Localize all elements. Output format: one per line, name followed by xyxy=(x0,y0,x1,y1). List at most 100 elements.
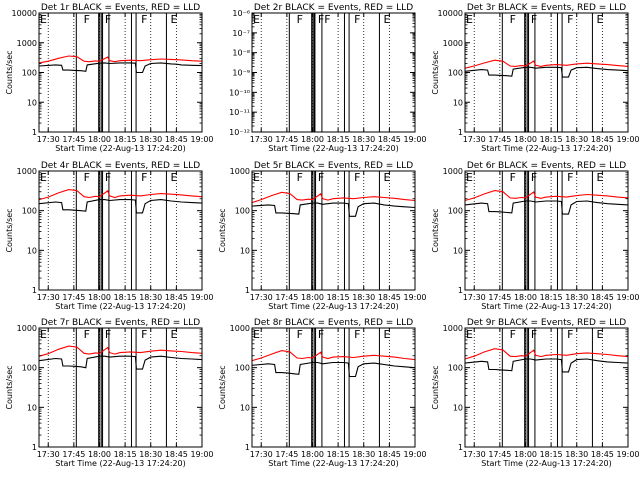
y-tick-label: 10⁻¹⁰ xyxy=(229,88,250,97)
x-tick-label: 19:00 xyxy=(190,293,213,302)
plot-frame xyxy=(38,170,203,291)
x-tick-label: 18:15 xyxy=(540,293,563,302)
x-tick-label: 17:30 xyxy=(463,450,486,459)
event-marker-label: E xyxy=(253,328,260,341)
x-tick-label: 18:15 xyxy=(540,135,563,144)
x-tick-label: 18:30 xyxy=(565,293,588,302)
event-marker-label: F xyxy=(105,171,111,184)
event-marker-label: E xyxy=(466,328,473,341)
chart-panel: Det 4r BLACK = Events, RED = LLD 17:30 17:… xyxy=(5,161,214,311)
y-axis-label: Counts/sec xyxy=(5,50,14,94)
y-tick-label: 1 xyxy=(458,286,463,295)
event-marker-label: E xyxy=(384,13,391,26)
plot-frame xyxy=(464,327,629,448)
chart-title: Det 9r BLACK = Events, RED = LLD xyxy=(467,318,626,328)
event-marker-label: F xyxy=(567,13,573,26)
x-axis-label: Start Time (22-Aug-13 17:24:20) xyxy=(55,144,186,153)
x-tick-label: 17:30 xyxy=(37,135,60,144)
x-axis-label: Start Time (22-Aug-13 17:24:20) xyxy=(55,302,186,311)
event-marker-label: E xyxy=(466,171,473,184)
chart-title: Det 8r BLACK = Events, RED = LLD xyxy=(254,318,413,328)
x-tick-label: 17:45 xyxy=(488,135,511,144)
event-marker-label: E xyxy=(597,13,604,26)
x-tick-label: 18:45 xyxy=(165,293,188,302)
plot-frame xyxy=(38,12,203,133)
lld-series-line xyxy=(464,348,629,360)
x-tick-label: 18:45 xyxy=(378,135,401,144)
x-tick-label: 18:00 xyxy=(514,293,537,302)
x-tick-label: 18:45 xyxy=(591,293,614,302)
plot-frame xyxy=(251,170,416,291)
x-tick-label: 19:00 xyxy=(403,293,426,302)
y-tick-label: 1 xyxy=(458,128,463,137)
y-tick-label: 10⁻¹² xyxy=(229,128,250,137)
x-tick-label: 17:30 xyxy=(250,450,273,459)
x-tick-label: 19:00 xyxy=(616,293,639,302)
chart-title: Det 1r BLACK = Events, RED = LLD xyxy=(41,3,200,13)
y-tick-label: 100 xyxy=(448,207,463,216)
y-tick-label: 1000 xyxy=(230,167,250,176)
chart-panel: Det 5r BLACK = Events, RED = LLD 17:30 17:… xyxy=(218,161,427,311)
plot-frame xyxy=(464,170,629,291)
event-marker-label: F xyxy=(105,328,111,341)
y-axis-label: Counts/sec xyxy=(431,365,440,409)
event-marker-label: E xyxy=(253,171,260,184)
x-tick-label: 18:45 xyxy=(591,450,614,459)
chart-title: Det 3r BLACK = Events, RED = LLD xyxy=(467,3,626,13)
event-marker-label: F xyxy=(84,328,90,341)
x-tick-label: 17:30 xyxy=(37,450,60,459)
y-tick-label: 10⁻⁷ xyxy=(232,29,250,38)
event-marker-label: E xyxy=(466,13,473,26)
y-tick-label: 10⁻¹¹ xyxy=(229,108,250,117)
y-tick-label: 100 xyxy=(235,364,250,373)
x-tick-label: 18:00 xyxy=(301,293,324,302)
x-tick-label: 19:00 xyxy=(190,135,213,144)
event-marker-label: F xyxy=(531,328,537,341)
y-tick-label: 10 xyxy=(453,246,463,255)
chart-panel: Det 6r BLACK = Events, RED = LLD 17:30 17:… xyxy=(431,161,640,311)
x-tick-label: 17:45 xyxy=(275,135,298,144)
x-tick-label: 17:30 xyxy=(463,293,486,302)
plot-frame xyxy=(38,327,203,448)
y-tick-label: 1 xyxy=(245,443,250,452)
x-tick-label: 18:30 xyxy=(352,293,375,302)
y-tick-label: 10⁻⁸ xyxy=(232,49,250,58)
lld-series-line xyxy=(251,191,416,204)
x-axis-label: Start Time (22-Aug-13 17:24:20) xyxy=(481,144,612,153)
event-marker-label: F xyxy=(297,328,303,341)
event-marker-label: F xyxy=(84,171,90,184)
x-tick-label: 17:45 xyxy=(275,450,298,459)
y-tick-label: 1000 xyxy=(230,324,250,333)
y-tick-label: 1 xyxy=(245,286,250,295)
x-tick-label: 18:15 xyxy=(327,293,350,302)
x-tick-label: 18:30 xyxy=(352,135,375,144)
x-axis-label: Start Time (22-Aug-13 17:24:20) xyxy=(268,459,399,468)
event-marker-label: E xyxy=(171,171,178,184)
y-tick-label: 1000 xyxy=(443,39,463,48)
event-marker-label: FF xyxy=(318,13,331,26)
y-tick-label: 10 xyxy=(240,246,250,255)
x-tick-label: 18:45 xyxy=(165,450,188,459)
events-series-line xyxy=(464,66,629,78)
x-axis-label: Start Time (22-Aug-13 17:24:20) xyxy=(268,302,399,311)
chart-panel: Det 8r BLACK = Events, RED = LLD 17:30 17:… xyxy=(218,318,427,468)
event-marker-label: F xyxy=(297,171,303,184)
event-marker-label: F xyxy=(510,13,516,26)
events-series-line xyxy=(251,361,416,378)
chart-title: Det 2r BLACK = Events, RED = LLD xyxy=(254,3,413,13)
y-tick-label: 10⁻⁹ xyxy=(232,69,250,78)
y-tick-label: 1000 xyxy=(17,39,37,48)
x-tick-label: 18:00 xyxy=(88,293,111,302)
chart-panel: Det 7r BLACK = Events, RED = LLD 17:30 17:… xyxy=(5,318,214,468)
chart-title: Det 5r BLACK = Events, RED = LLD xyxy=(254,161,413,171)
x-tick-label: 17:45 xyxy=(488,450,511,459)
lld-series-line xyxy=(464,59,629,69)
x-tick-label: 18:00 xyxy=(88,450,111,459)
x-axis-label: Start Time (22-Aug-13 17:24:20) xyxy=(481,302,612,311)
y-tick-label: 10 xyxy=(27,246,37,255)
chart-title: Det 4r BLACK = Events, RED = LLD xyxy=(41,161,200,171)
lld-series-line xyxy=(38,55,203,64)
x-tick-label: 19:00 xyxy=(403,135,426,144)
plot-frame xyxy=(251,12,416,133)
